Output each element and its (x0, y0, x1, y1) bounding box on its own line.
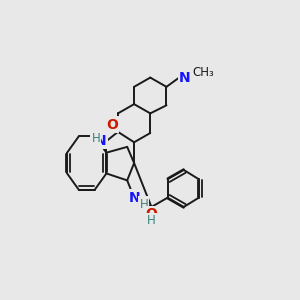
Text: N: N (179, 70, 191, 85)
Text: O: O (106, 118, 118, 132)
Text: N: N (128, 191, 140, 205)
Text: H: H (147, 214, 156, 227)
Text: H: H (92, 132, 100, 145)
Text: H: H (140, 198, 148, 211)
Text: N: N (95, 134, 106, 148)
Text: O: O (146, 207, 158, 221)
Text: CH₃: CH₃ (193, 67, 214, 80)
